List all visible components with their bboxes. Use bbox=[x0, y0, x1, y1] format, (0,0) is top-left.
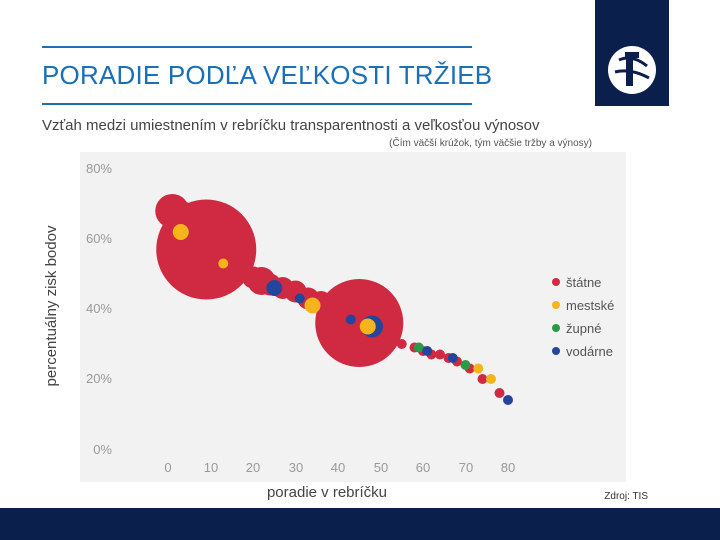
x-tick-label: 0 bbox=[164, 460, 171, 475]
y-tick-label: 80% bbox=[86, 161, 112, 176]
data-point-statne bbox=[388, 335, 399, 346]
y-tick-label: 0% bbox=[93, 442, 112, 457]
x-tick-label: 30 bbox=[289, 460, 303, 475]
data-point-zupne bbox=[413, 342, 424, 353]
chart-subtitle: (Čím väčší krúžok, tým väčšie tržby a vý… bbox=[389, 136, 592, 149]
x-tick-label: 80 bbox=[501, 460, 515, 475]
x-tick-label: 50 bbox=[374, 460, 388, 475]
legend-label-vodarne: vodárne bbox=[566, 344, 613, 359]
data-point-statne bbox=[494, 388, 505, 398]
data-point-mestske bbox=[172, 224, 189, 240]
data-point-vodarne bbox=[345, 314, 356, 325]
data-point-vodarne bbox=[422, 346, 433, 356]
data-point-statne bbox=[163, 201, 198, 235]
bubble-chart: Vzťah medzi umiestnením v rebríčku trans… bbox=[42, 117, 648, 502]
data-point-zupne bbox=[460, 360, 471, 370]
x-axis-label: poradie v rebríčku bbox=[267, 484, 387, 501]
data-point-statne bbox=[477, 374, 488, 384]
data-point-vodarne bbox=[294, 293, 305, 304]
data-point-statne bbox=[242, 266, 264, 289]
data-point-mestske bbox=[473, 363, 484, 374]
x-tick-label: 20 bbox=[246, 460, 260, 475]
legend-marker-mestske bbox=[552, 301, 560, 309]
y-tick-label: 20% bbox=[86, 371, 112, 386]
x-tick-label: 40 bbox=[331, 460, 345, 475]
data-points bbox=[155, 194, 513, 405]
y-tick-label: 60% bbox=[86, 231, 112, 246]
data-point-vodarne bbox=[503, 395, 513, 405]
data-point-vodarne bbox=[447, 353, 458, 363]
data-point-statne bbox=[396, 339, 407, 349]
data-point-statne bbox=[379, 332, 390, 342]
y-tick-label: 40% bbox=[86, 301, 112, 316]
legend: štátne mestské župné vodárne bbox=[552, 275, 614, 359]
transparency-logo bbox=[595, 0, 669, 106]
legend-label-statne: štátne bbox=[566, 275, 601, 290]
title-rule-bottom bbox=[42, 103, 472, 105]
footer-bar bbox=[0, 508, 720, 540]
data-point-mestske bbox=[218, 258, 229, 269]
page-title: PORADIE PODĽA VEĽKOSTI TRŽIEB bbox=[42, 60, 493, 90]
x-tick-label: 60 bbox=[416, 460, 430, 475]
source-note: Zdroj: TIS bbox=[604, 491, 648, 502]
title-rule-top bbox=[42, 46, 472, 48]
data-point-mestske bbox=[486, 374, 496, 384]
x-tick-label: 70 bbox=[459, 460, 473, 475]
data-point-mestske bbox=[304, 297, 321, 314]
data-point-mestske bbox=[359, 318, 376, 335]
x-tick-label: 10 bbox=[204, 460, 218, 475]
y-axis-label: percentuálny zisk bodov bbox=[43, 225, 60, 386]
data-point-vodarne bbox=[266, 280, 283, 296]
legend-label-mestske: mestské bbox=[566, 298, 614, 313]
legend-marker-statne bbox=[552, 278, 560, 286]
data-point-statne bbox=[435, 349, 445, 360]
legend-marker-zupne bbox=[552, 324, 560, 332]
legend-marker-vodarne bbox=[552, 347, 560, 355]
chart-title: Vzťah medzi umiestnením v rebríčku trans… bbox=[42, 117, 540, 134]
legend-label-zupne: župné bbox=[566, 321, 601, 336]
data-point-statne bbox=[315, 279, 404, 367]
